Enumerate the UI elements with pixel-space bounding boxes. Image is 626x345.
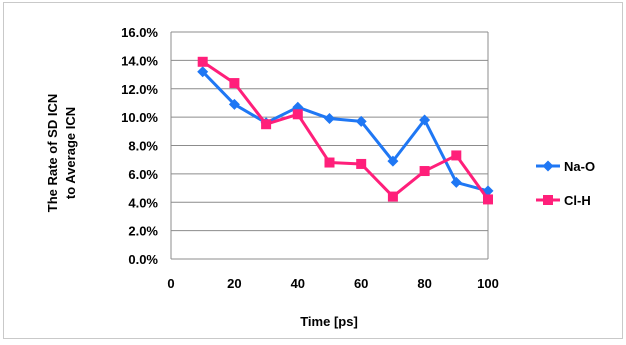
y-tick-label: 0.0% — [128, 252, 158, 267]
data-point — [356, 158, 367, 169]
legend-label: Cl-H — [564, 193, 591, 208]
data-point — [324, 113, 335, 125]
y-tick-label: 2.0% — [128, 224, 158, 239]
data-point — [292, 109, 303, 120]
data-point — [419, 114, 431, 126]
legend: Na-O Cl-H — [536, 159, 595, 208]
y-tick-label: 8.0% — [128, 139, 158, 154]
y-tick-label: 16.0% — [121, 25, 158, 40]
series-line — [201, 60, 490, 201]
x-tick-label: 40 — [291, 276, 305, 291]
line-chart: 0.0% 2.0% 4.0% 6.0% 8.0% 10.0% 12.0% 14.0% 16.0%… — [45, 25, 595, 329]
y-tick-label: 4.0% — [128, 195, 158, 210]
legend-marker — [543, 195, 553, 205]
grid-lines — [170, 31, 489, 260]
y-tick-label: 10.0% — [121, 110, 158, 125]
x-tick-label: 100 — [477, 276, 499, 291]
y-axis-title-line2: to Average ICN — [63, 107, 78, 199]
x-axis-title: Time [ps] — [300, 314, 358, 329]
data-point — [324, 157, 335, 168]
data-point — [387, 155, 399, 167]
data-point — [387, 191, 398, 202]
legend-label: Na-O — [564, 159, 595, 174]
data-point — [483, 194, 493, 205]
x-tick-label: 60 — [354, 276, 368, 291]
series-line — [201, 70, 489, 193]
legend-item: Na-O — [536, 159, 595, 174]
y-tick-label: 12.0% — [121, 82, 158, 97]
series-0 — [197, 66, 494, 197]
y-tick-label: 6.0% — [128, 167, 158, 182]
data-point — [355, 115, 367, 127]
y-tick-labels: 0.0% 2.0% 4.0% 6.0% 8.0% 10.0% 12.0% 14.0% 16.0% — [121, 25, 158, 267]
data-point — [197, 66, 209, 78]
data-point — [197, 56, 208, 67]
data-series — [197, 56, 494, 205]
x-tick-label: 80 — [417, 276, 431, 291]
legend-marker — [542, 160, 554, 172]
x-tick-labels: 0 20 40 60 80 100 — [167, 276, 498, 291]
data-point — [228, 98, 240, 110]
legend-item: Cl-H — [536, 193, 591, 208]
x-tick-label: 20 — [227, 276, 241, 291]
chart-frame: 0.0% 2.0% 4.0% 6.0% 8.0% 10.0% 12.0% 14.0% 16.0%… — [3, 2, 623, 339]
data-point — [451, 150, 462, 161]
data-point — [229, 78, 240, 89]
y-axis-title-line1: The Rate of SD ICN — [45, 94, 60, 212]
data-point — [261, 119, 272, 130]
data-point — [419, 166, 430, 177]
series-1 — [197, 56, 493, 205]
y-tick-label: 14.0% — [121, 53, 158, 68]
data-point — [450, 176, 462, 188]
x-tick-label: 0 — [167, 276, 174, 291]
